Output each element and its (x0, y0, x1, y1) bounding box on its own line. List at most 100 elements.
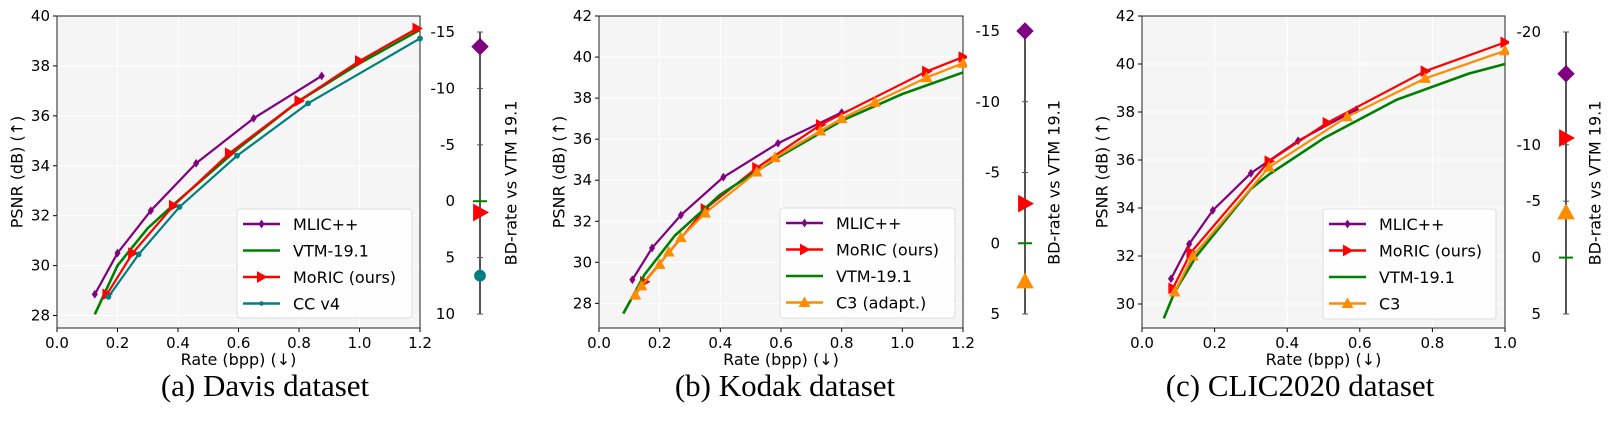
data-point (224, 147, 236, 160)
legend-marker (258, 219, 265, 229)
x-axis-label: Rate (bpp) (↓) (181, 350, 297, 369)
series-line-VTM-19.1 (622, 71, 964, 315)
data-point (147, 206, 154, 216)
data-point (1263, 161, 1275, 172)
bd-marker-MLIC++ (1016, 22, 1034, 40)
data-point (114, 248, 121, 258)
data-point (649, 243, 656, 253)
legend-entry: MLIC++ (293, 215, 358, 234)
bd-tick-label: -15 (976, 22, 1001, 40)
data-point (629, 289, 642, 300)
data-point (1499, 44, 1509, 56)
y-tick-label: 38 (1116, 103, 1135, 121)
data-point (699, 207, 712, 218)
plot-frame (1141, 15, 1506, 329)
legend-marker (801, 218, 808, 228)
data-point (662, 246, 675, 257)
x-tick-label: 0.4 (708, 334, 732, 352)
caption-c: (c) CLIC2020 dataset (1165, 368, 1435, 403)
series-line-C3 (1173, 49, 1506, 293)
y-tick-label: 34 (31, 157, 50, 175)
data-point (869, 96, 881, 107)
x-tick-label: 0.6 (227, 334, 251, 352)
bd-tick-label: 5 (445, 249, 455, 267)
series-group (91, 22, 424, 315)
y-tick-label: 40 (31, 7, 50, 25)
y-tick-label: 32 (1116, 247, 1135, 265)
x-tick-label: 0.8 (1420, 334, 1444, 352)
legend-marker (1341, 297, 1354, 308)
data-point (677, 210, 684, 220)
series-line-MLIC++ (93, 74, 323, 295)
legend-marker (798, 296, 811, 307)
bd-marker-MoRIC (ours) (1018, 194, 1035, 213)
data-point (835, 112, 848, 124)
y-tick-label: 32 (31, 207, 50, 225)
y-tick-label: 28 (573, 294, 592, 312)
legend-entry: C3 (1379, 295, 1400, 314)
y-tick-label: 30 (31, 257, 50, 275)
legend-entry: VTM-19.1 (293, 242, 369, 261)
legend-entry: MLIC++ (836, 214, 901, 233)
data-point (168, 199, 180, 212)
bd-tick-label: -15 (431, 23, 456, 41)
bd-marker-MLIC++ (1557, 65, 1575, 83)
data-point (635, 279, 648, 291)
data-point (1419, 72, 1431, 83)
plot-frame (56, 15, 421, 329)
data-point (128, 247, 139, 259)
bd-tick-label: 5 (990, 305, 1000, 323)
legend-entry: MoRIC (ours) (836, 241, 939, 260)
legend: MLIC++ MoRIC (ours) VTM-19.1 C3 (adapt.) (779, 207, 956, 319)
series-group (622, 51, 967, 315)
caption-a: (a) Davis dataset (160, 368, 370, 403)
data-point (105, 293, 112, 300)
data-point (629, 275, 636, 285)
data-point (355, 55, 366, 67)
data-point (750, 165, 763, 177)
data-point (1186, 249, 1199, 261)
x-tick-label: 1.0 (348, 334, 372, 352)
y-tick-label: 42 (1116, 7, 1135, 25)
bd-tick-label: -10 (431, 79, 456, 97)
bd-tick-label: -5 (985, 164, 1000, 182)
data-point (1186, 239, 1193, 249)
x-tick-label: 1.2 (408, 334, 432, 352)
x-tick-label: 1.2 (951, 334, 975, 352)
y-axis-label: PSNR (dB) (↑) (8, 116, 27, 229)
legend-marker (257, 271, 268, 283)
bd-tick-label: 10 (436, 305, 455, 323)
data-point (774, 138, 782, 148)
legend: MLIC++ VTM-19.1 MoRIC (ours) CC v4 (236, 208, 413, 319)
bd-marker-MoRIC (ours) (1559, 129, 1576, 147)
legend-entry: MoRIC (ours) (1379, 242, 1482, 261)
y-tick-label: 42 (573, 7, 592, 25)
bd-tick-label: -10 (976, 93, 1001, 111)
bd-axis-label: BD-rate vs VTM 19.1 (1045, 100, 1064, 265)
bd-rate-axis: -20 -10 -5 0 5 BD-rate vs VTM 19.1 (1517, 23, 1605, 323)
data-point (720, 172, 727, 182)
x-tick-label: 1.0 (890, 334, 914, 352)
legend-entry: MLIC++ (1379, 215, 1444, 234)
x-tick-label: 0.8 (287, 334, 311, 352)
legend-marker (1344, 219, 1351, 229)
y-tick-label: 38 (573, 89, 592, 107)
series-line-MoRIC (ours) (1171, 41, 1506, 289)
y-tick-label: 32 (573, 212, 592, 230)
y-tick-label: 30 (1116, 295, 1135, 313)
chart-panel-1: 0.0 0.2 0.4 0.6 0.8 1.0 1.2 28 30 32 34 36 38 40 42 Rat… (550, 7, 1064, 369)
bd-axis-label: BD-rate vs VTM 19.1 (1586, 101, 1605, 266)
series-line-MoRIC (ours) (643, 56, 964, 283)
x-axis-label: Rate (bpp) (↓) (1266, 350, 1382, 369)
legend-marker (259, 301, 264, 306)
chart-panel-0: 0.0 0.2 0.4 0.6 0.8 1.0 1.2 28 30 32 34 36 38 40 Rate … (8, 7, 521, 369)
legend-box (236, 208, 413, 319)
data-point (417, 35, 423, 42)
series-line-MLIC++ (631, 111, 843, 281)
y-tick-label: 34 (573, 171, 592, 189)
data-point (1209, 206, 1216, 215)
y-axis-label: PSNR (dB) (↑) (550, 116, 569, 229)
data-point (957, 57, 967, 68)
y-tick-label: 38 (31, 57, 50, 75)
